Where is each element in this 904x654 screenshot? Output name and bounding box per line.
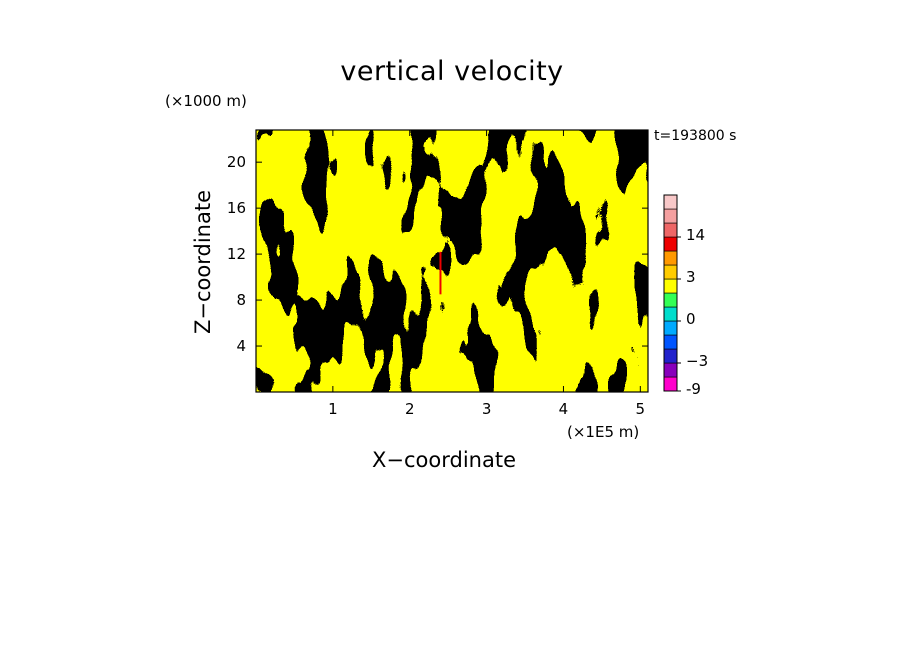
colorbar-tick-label: -9 [686, 380, 701, 398]
y-tick-label: 16 [227, 199, 246, 217]
x-tick-label: 3 [482, 400, 492, 418]
x-tick-label: 5 [636, 400, 646, 418]
colorbar-segment [663, 236, 678, 252]
colorbar-segment [663, 264, 678, 280]
colorbar-tick: -9 [677, 380, 701, 398]
colorbar: -9 −3 0 3 14 [663, 194, 708, 398]
y-tick: 8 [236, 291, 648, 309]
x-axis-unit: (×1E5 m) [567, 423, 640, 441]
colorbar-segment [663, 334, 678, 350]
colorbar-segment [663, 222, 678, 238]
y-tick: 4 [236, 337, 648, 355]
colorbar-tick-label: 0 [686, 310, 696, 328]
colorbar-segment [663, 348, 678, 364]
colorbar-segment [663, 278, 678, 294]
y-axis-ticks: 4 8 12 16 20 [227, 153, 648, 355]
colorbar-segment [663, 250, 678, 266]
colorbar-segment [663, 320, 678, 336]
colorbar-segment [663, 376, 678, 392]
x-tick: 4 [559, 130, 569, 418]
x-tick-label: 1 [328, 400, 338, 418]
colorbar-tick-label: 3 [686, 268, 696, 286]
colorbar-tick-label: −3 [686, 352, 708, 370]
x-axis-label: X−coordinate [372, 448, 516, 472]
y-tick-label: 4 [236, 337, 246, 355]
colorbar-segment [663, 306, 678, 322]
colorbar-tick-label: 14 [686, 226, 705, 244]
x-tick-label: 2 [405, 400, 415, 418]
x-tick: 3 [482, 130, 492, 418]
colorbar-tick: 0 [677, 310, 696, 328]
y-axis-unit: (×1000 m) [165, 92, 247, 110]
y-tick-label: 8 [236, 291, 246, 309]
x-tick: 5 [636, 130, 646, 418]
y-tick: 20 [227, 153, 648, 171]
x-tick-label: 4 [559, 400, 569, 418]
colorbar-segment [663, 208, 678, 224]
y-tick-label: 12 [227, 245, 246, 263]
plot-area [256, 130, 648, 392]
colorbar-tick: −3 [677, 352, 708, 370]
x-tick: 2 [405, 130, 415, 418]
time-label: t=193800 s [654, 128, 737, 144]
plot-frame [255, 129, 649, 393]
colorbar-segment [663, 362, 678, 378]
field-pattern [256, 130, 648, 392]
y-tick: 16 [227, 199, 648, 217]
colorbar-segment [663, 194, 678, 210]
colorbar-tick: 3 [677, 268, 696, 286]
y-tick-label: 20 [227, 153, 246, 171]
colorbar-tick: 14 [677, 226, 705, 244]
x-tick: 1 [328, 130, 338, 418]
colorbar-frame [663, 194, 678, 392]
colorbar-segment [663, 292, 678, 308]
x-axis-ticks: 1 2 3 4 5 [328, 130, 645, 418]
chart-title: vertical velocity [340, 56, 564, 87]
y-tick: 12 [227, 245, 648, 263]
